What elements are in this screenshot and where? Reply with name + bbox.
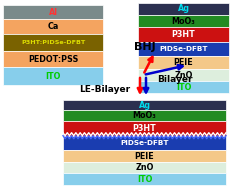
Bar bbox=[63, 173, 226, 185]
Bar bbox=[138, 15, 229, 27]
Text: PEDOT:PSS: PEDOT:PSS bbox=[28, 55, 78, 64]
Text: Al: Al bbox=[48, 8, 58, 17]
Text: P3HT: P3HT bbox=[133, 124, 156, 133]
Bar bbox=[3, 5, 103, 19]
Bar bbox=[63, 121, 226, 136]
Bar bbox=[63, 100, 226, 110]
Text: ITO: ITO bbox=[176, 83, 191, 92]
Bar bbox=[138, 3, 229, 15]
Text: Ag: Ag bbox=[138, 101, 151, 110]
Text: ZnO: ZnO bbox=[135, 163, 154, 172]
Bar bbox=[138, 42, 229, 56]
Text: MoO₃: MoO₃ bbox=[133, 111, 156, 120]
Text: P3HT:PIDSe-DFBT: P3HT:PIDSe-DFBT bbox=[21, 40, 85, 45]
Bar bbox=[3, 67, 103, 85]
Text: PEIE: PEIE bbox=[135, 152, 154, 161]
Text: MoO₃: MoO₃ bbox=[172, 16, 195, 26]
Bar bbox=[63, 136, 226, 150]
Bar bbox=[3, 19, 103, 34]
Text: BHJ: BHJ bbox=[134, 42, 156, 52]
Bar bbox=[3, 34, 103, 51]
Text: PEIE: PEIE bbox=[174, 58, 193, 67]
Text: PIDSe-DFBT: PIDSe-DFBT bbox=[159, 46, 208, 52]
Text: PIDSe-DFBT: PIDSe-DFBT bbox=[120, 140, 169, 146]
Bar bbox=[138, 56, 229, 69]
Text: Ag: Ag bbox=[178, 4, 189, 13]
Text: ZnO: ZnO bbox=[174, 70, 193, 80]
Bar bbox=[138, 27, 229, 42]
Text: LE-Bilayer: LE-Bilayer bbox=[79, 85, 130, 94]
Bar bbox=[138, 69, 229, 81]
Bar bbox=[138, 81, 229, 93]
Text: Ca: Ca bbox=[47, 22, 59, 31]
Text: ITO: ITO bbox=[137, 175, 152, 184]
Text: ITO: ITO bbox=[45, 72, 61, 81]
Bar bbox=[63, 110, 226, 121]
Bar bbox=[63, 162, 226, 173]
Bar bbox=[3, 51, 103, 67]
Text: Bilayer: Bilayer bbox=[157, 74, 193, 84]
Text: P3HT: P3HT bbox=[172, 30, 195, 39]
Bar bbox=[63, 150, 226, 162]
